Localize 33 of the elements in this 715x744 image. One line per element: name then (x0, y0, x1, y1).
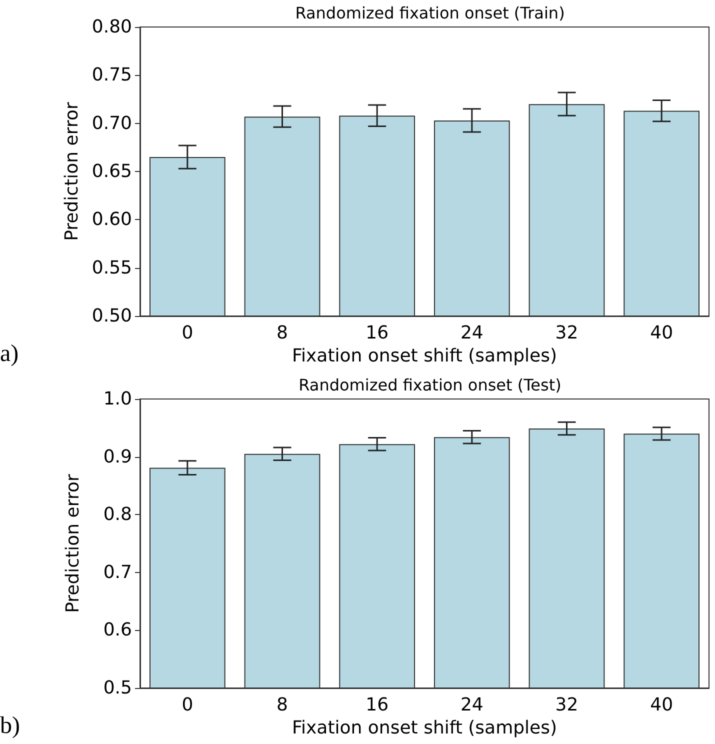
x-tick-label: 0 (182, 322, 194, 344)
x-tick-label: 16 (366, 322, 389, 344)
y-tick-label: 0.60 (92, 209, 132, 230)
y-tick-label: 0.65 (92, 161, 132, 182)
x-tick-label: 0 (182, 694, 194, 716)
y-tick-label: 0.5 (103, 678, 132, 698)
x-tick-label: 32 (555, 694, 578, 716)
chart-title: Randomized fixation onset (Test) (298, 376, 562, 394)
x-tick-label: 8 (276, 694, 288, 716)
x-axis-title: Fixation onset shift (samples) (292, 345, 558, 366)
chart-title: Randomized fixation onset (Train) (295, 4, 565, 22)
y-axis-title: Prediction error (62, 102, 83, 241)
y-tick-label: 0.70 (92, 112, 132, 134)
y-tick-label: 0.55 (92, 257, 132, 278)
x-tick-label: 8 (276, 322, 288, 344)
x-tick-label: 16 (366, 694, 389, 716)
x-tick-label: 24 (460, 322, 484, 344)
x-tick-label: 24 (460, 694, 484, 716)
y-tick-label: 0.6 (103, 620, 132, 641)
y-tick-label: 0.75 (92, 64, 132, 86)
y-tick-label: 0.80 (92, 16, 132, 38)
y-tick-label: 0.7 (103, 562, 132, 583)
text: a) (0, 341, 19, 367)
x-tick-label: 40 (650, 322, 674, 344)
y-tick-label: 1.0 (103, 388, 132, 410)
y-tick-label: 0.50 (92, 306, 132, 326)
x-tick-label: 32 (555, 322, 578, 344)
x-tick-label: 40 (650, 694, 674, 716)
y-tick-label: 0.8 (103, 504, 132, 526)
y-tick-label: 0.9 (103, 446, 132, 468)
y-axis-title: Prediction error (62, 474, 84, 613)
text: b) (0, 713, 20, 739)
x-axis-title: Fixation onset shift (samples) (292, 717, 558, 738)
